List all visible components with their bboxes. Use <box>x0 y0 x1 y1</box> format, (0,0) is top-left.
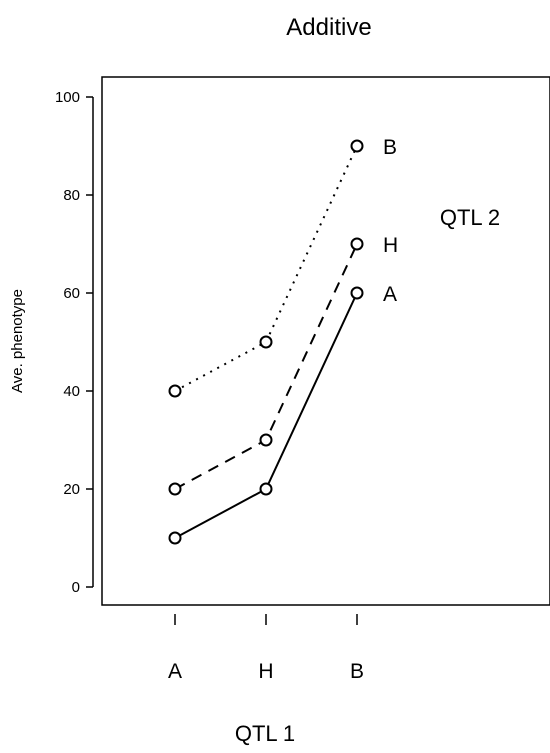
data-point <box>259 335 273 349</box>
x-tick-label: H <box>258 660 273 683</box>
y-tick-label: 60 <box>63 285 80 302</box>
x-tick-label: B <box>350 660 364 683</box>
series-line <box>174 145 358 392</box>
y-tick-label: 80 <box>63 187 80 204</box>
x-axis-title: QTL 1 <box>235 721 295 746</box>
y-axis: 0 20 40 60 80 100 <box>55 89 94 596</box>
series-line <box>174 292 358 539</box>
data-point <box>350 237 364 251</box>
y-tick-label: 0 <box>72 579 80 596</box>
chart-title: Additive <box>286 14 371 41</box>
x-tick-label: A <box>168 660 182 683</box>
data-point <box>350 286 364 300</box>
series-label: H <box>383 234 398 257</box>
series-layer: A H B <box>168 136 398 545</box>
series-label: A <box>383 283 397 306</box>
data-point <box>259 433 273 447</box>
plot-frame <box>101 76 550 606</box>
data-point <box>168 384 182 398</box>
y-tick-label: 100 <box>55 89 80 106</box>
data-point <box>350 139 364 153</box>
y-axis-title: Ave. phenotype <box>9 289 26 393</box>
data-point <box>259 482 273 496</box>
data-point <box>168 482 182 496</box>
y-tick-label: 20 <box>63 481 80 498</box>
series-label: B <box>383 136 397 159</box>
series-line <box>174 243 358 490</box>
legend-title: QTL 2 <box>440 205 500 230</box>
data-point <box>168 531 182 545</box>
y-tick-label: 40 <box>63 383 80 400</box>
